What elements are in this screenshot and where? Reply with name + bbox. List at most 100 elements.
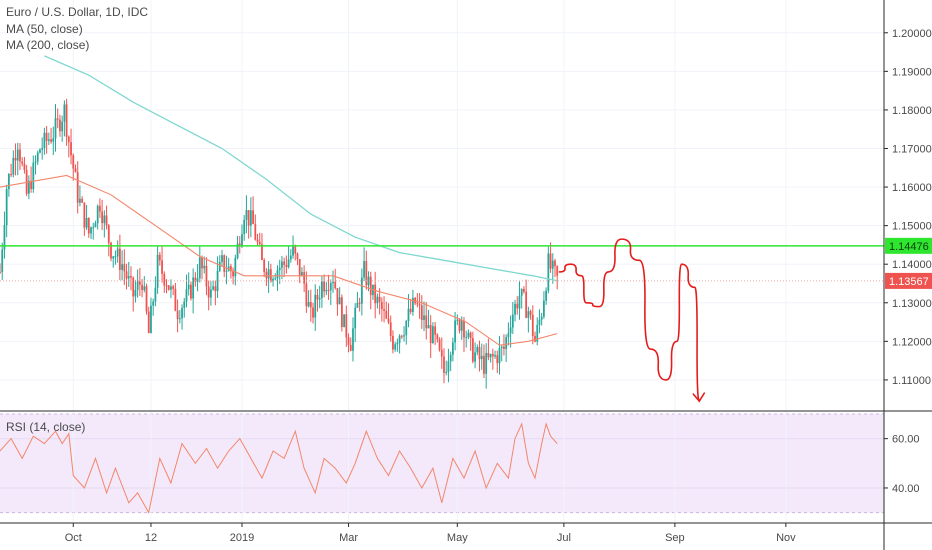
candle-body bbox=[514, 303, 516, 315]
candle-body bbox=[118, 248, 121, 270]
candle-body bbox=[181, 307, 183, 319]
time-tick-label: 2019 bbox=[230, 532, 254, 544]
candle-body bbox=[334, 281, 337, 289]
candle-body bbox=[307, 301, 310, 307]
candle-body bbox=[469, 332, 472, 339]
rsi-tick-label: 60.00 bbox=[892, 434, 920, 446]
candle-body bbox=[45, 132, 48, 141]
candle-body bbox=[47, 139, 50, 141]
candle-body bbox=[41, 147, 44, 150]
candle-body bbox=[267, 269, 270, 279]
candle-body bbox=[551, 260, 554, 269]
candle-body bbox=[34, 161, 37, 163]
candle-body bbox=[500, 346, 503, 349]
candle-body bbox=[507, 333, 510, 338]
candle-body bbox=[392, 335, 394, 350]
candle-body bbox=[123, 264, 126, 272]
candle-body bbox=[309, 301, 312, 308]
candle-body bbox=[30, 180, 32, 190]
candle-body bbox=[525, 291, 528, 318]
candle-body bbox=[352, 328, 354, 351]
candle-body bbox=[110, 242, 112, 259]
ma200-legend: MA (200, close) bbox=[6, 38, 90, 52]
candle-body bbox=[496, 355, 499, 364]
candle-body bbox=[67, 136, 70, 143]
candle-body bbox=[483, 355, 485, 374]
candle-body bbox=[547, 253, 550, 291]
candle-body bbox=[474, 352, 476, 362]
candle-body bbox=[116, 248, 119, 257]
candle-body bbox=[247, 210, 250, 226]
candle-body bbox=[374, 284, 377, 304]
candle-body bbox=[265, 272, 268, 279]
candle-body bbox=[92, 227, 95, 229]
candle-body bbox=[272, 278, 274, 282]
candle-body bbox=[487, 352, 490, 358]
candle-body bbox=[145, 286, 148, 312]
candle-body bbox=[165, 285, 168, 287]
candle-body bbox=[276, 270, 279, 279]
candle-body bbox=[407, 308, 410, 322]
candle-body bbox=[72, 155, 75, 169]
candle-body bbox=[114, 256, 117, 258]
resistance-price-label: 1.14476 bbox=[889, 241, 929, 253]
candle-body bbox=[360, 277, 363, 304]
candle-body bbox=[511, 314, 514, 328]
price-tick-label: 1.13000 bbox=[892, 298, 932, 310]
candle-body bbox=[81, 198, 84, 203]
candle-body bbox=[527, 311, 530, 318]
candle-body bbox=[23, 163, 26, 171]
candle-body bbox=[536, 324, 539, 342]
candle-body bbox=[394, 344, 397, 350]
candle-body bbox=[449, 354, 452, 362]
candle-body bbox=[549, 253, 552, 269]
candle-body bbox=[152, 301, 155, 306]
candle-body bbox=[347, 337, 350, 346]
candle-body bbox=[385, 310, 388, 319]
price-tick-label: 1.14000 bbox=[892, 259, 932, 271]
candle-body bbox=[287, 259, 290, 267]
candle-body bbox=[192, 277, 195, 299]
candle-body bbox=[529, 311, 532, 315]
candle-body bbox=[56, 118, 59, 120]
candle-body bbox=[223, 255, 226, 272]
projection-drawing bbox=[558, 238, 701, 402]
candle-body bbox=[400, 335, 403, 337]
candle-body bbox=[147, 311, 150, 333]
candle-body bbox=[94, 223, 97, 228]
candle-body bbox=[105, 215, 108, 226]
candle-body bbox=[172, 286, 175, 289]
candle-body bbox=[451, 342, 454, 355]
candle-body bbox=[396, 342, 399, 345]
candle-body bbox=[263, 260, 266, 273]
candle-body bbox=[232, 271, 234, 277]
candle-body bbox=[283, 261, 286, 266]
candle-body bbox=[150, 305, 152, 333]
candle-body bbox=[494, 355, 496, 357]
candle-body bbox=[540, 316, 543, 320]
candle-body bbox=[398, 335, 401, 343]
candle-body bbox=[369, 276, 372, 296]
candle-body bbox=[43, 132, 46, 148]
candle-body bbox=[412, 297, 414, 313]
candle-body bbox=[325, 289, 328, 292]
candle-body bbox=[143, 286, 146, 291]
candle-body bbox=[27, 180, 30, 194]
candle-body bbox=[471, 338, 474, 362]
candle-body bbox=[554, 260, 556, 267]
time-tick-label: May bbox=[447, 532, 468, 544]
candle-body bbox=[258, 241, 261, 245]
candle-body bbox=[447, 361, 450, 372]
candle-body bbox=[194, 277, 197, 282]
candle-body bbox=[538, 319, 541, 325]
candle-body bbox=[358, 302, 361, 304]
resistance-price-label-bg bbox=[885, 237, 932, 254]
candle-body bbox=[429, 325, 432, 343]
candle-body bbox=[432, 326, 434, 343]
candle-body bbox=[225, 270, 228, 272]
candle-body bbox=[249, 210, 252, 226]
candle-body bbox=[367, 276, 370, 286]
candle-body bbox=[434, 326, 437, 335]
candle-body bbox=[436, 334, 439, 340]
